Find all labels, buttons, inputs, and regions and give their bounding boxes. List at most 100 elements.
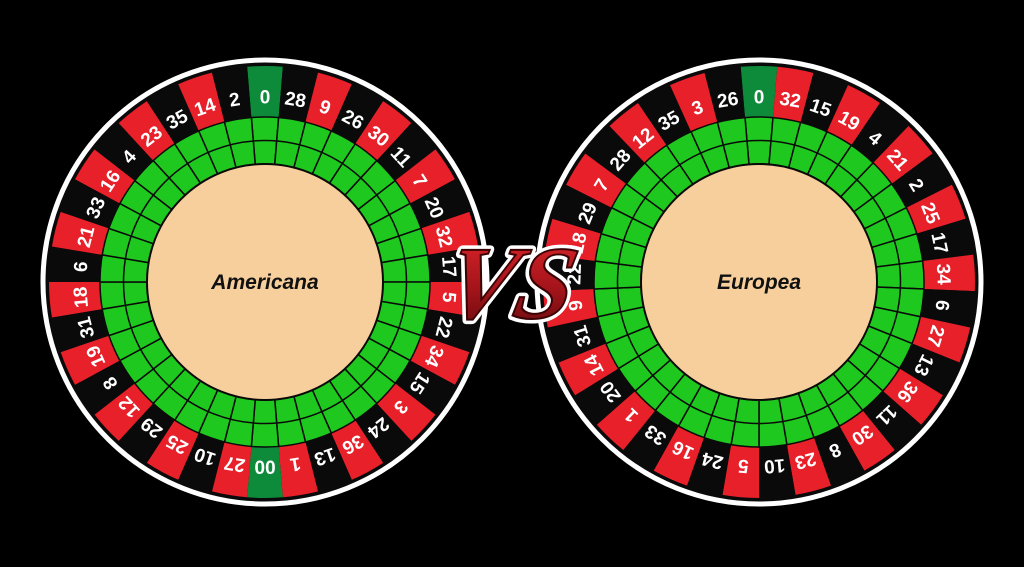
pocket-14	[178, 72, 225, 131]
pocket-9	[305, 72, 352, 131]
pocket-number-18: 18	[70, 286, 93, 309]
pocket-1	[596, 391, 656, 451]
pocket-number-34: 34	[932, 263, 954, 285]
pocket-8	[813, 426, 865, 486]
pocket-19	[60, 335, 120, 385]
pocket-15	[395, 360, 455, 415]
pocket-23	[786, 437, 831, 495]
pocket-26	[331, 84, 384, 144]
pocket-1	[278, 441, 319, 498]
pocket-24	[355, 403, 412, 463]
pocket-number-32: 32	[778, 89, 802, 113]
pocket-10	[178, 433, 225, 492]
pocket-number-22: 22	[431, 314, 457, 340]
pocket-17	[916, 218, 974, 262]
pocket-9	[543, 289, 598, 328]
track-ring-divider	[616, 139, 902, 425]
pocket-34	[410, 335, 470, 385]
pocket-31	[547, 316, 606, 363]
vs-label: VS	[436, 225, 588, 341]
pocket-35	[638, 85, 692, 146]
pocket-11	[376, 123, 436, 181]
pocket-25	[906, 184, 966, 234]
pocket-number-0: 0	[260, 88, 271, 109]
pocket-12	[609, 103, 667, 163]
pocket-26	[704, 66, 746, 123]
pocket-number-22: 22	[564, 263, 586, 285]
pocket-25	[146, 420, 199, 480]
pocket-32	[421, 211, 479, 255]
pocket-33	[60, 179, 120, 229]
pocket-number-6: 6	[930, 299, 952, 312]
pocket-number-27: 27	[223, 451, 247, 475]
wheel-title-americana: Americana	[210, 271, 319, 294]
pocket-15	[800, 72, 848, 132]
pocket-16	[653, 426, 705, 486]
pocket-32	[772, 66, 814, 123]
pocket-number-10: 10	[763, 454, 786, 477]
pocket-29	[552, 184, 612, 234]
pocket-27	[912, 316, 971, 363]
pocket-6	[49, 246, 103, 282]
pocket-36	[882, 368, 943, 425]
pocket-23	[118, 101, 175, 161]
pocket-28	[585, 126, 645, 184]
wheel-center	[640, 163, 878, 401]
pocket-number-23: 23	[792, 447, 818, 473]
number-pockets: 0 28 9 263011720321752234153243613100271025…	[49, 66, 481, 498]
wheel-title-europea: Europea	[717, 271, 801, 294]
pocket-number-26: 26	[716, 89, 740, 113]
pocket-0	[247, 66, 283, 118]
pocket-0	[740, 66, 778, 118]
pocket-19	[826, 85, 880, 146]
green-track	[99, 116, 431, 448]
pocket-21	[873, 126, 933, 184]
pocket-7	[566, 153, 627, 208]
pocket-7	[395, 149, 455, 204]
pocket-24	[687, 437, 732, 495]
european-roulette-wheel: 0 32 15 19421225173462713361130823105241633…	[534, 57, 984, 507]
pocket-20	[575, 368, 636, 425]
pocket-8	[75, 360, 135, 415]
pocket-4	[94, 123, 154, 181]
pocket-number-9: 9	[565, 299, 587, 312]
pocket-6	[920, 289, 975, 328]
pocket-2	[891, 153, 952, 208]
pocket-21	[51, 211, 109, 255]
vs-logo: VS VS	[431, 221, 592, 346]
pocket-28	[278, 66, 319, 123]
pocket-number-28: 28	[283, 88, 307, 112]
pocket-29	[118, 403, 175, 463]
pocket-14	[558, 343, 619, 396]
pocket-number-32: 32	[431, 224, 457, 250]
pocket-number-2: 2	[228, 89, 242, 111]
pocket-36	[331, 420, 384, 480]
track-ring-divider	[122, 139, 408, 425]
vs-label-outline: VS	[436, 225, 588, 341]
pocket-18	[49, 282, 103, 318]
pocket-10	[759, 444, 796, 498]
pocket-number-0: 0	[754, 88, 765, 109]
wheel-center	[146, 163, 384, 401]
pocket-5	[427, 282, 481, 318]
pocket-4	[851, 103, 909, 163]
pocket-27	[211, 441, 252, 498]
pocket-3	[376, 383, 436, 441]
pocket-number-5: 5	[737, 454, 750, 476]
pocket-number-6: 6	[71, 261, 93, 273]
pocket-17	[427, 246, 481, 282]
pocket-number-00: 00	[254, 456, 275, 477]
pocket-number-5: 5	[437, 291, 459, 304]
pocket-35	[146, 84, 199, 144]
pocket-13	[305, 433, 352, 492]
pocket-22	[543, 254, 596, 292]
pocket-13	[899, 343, 960, 396]
pocket-34	[922, 254, 975, 292]
pocket-11	[862, 391, 922, 451]
pocket-16	[75, 149, 135, 204]
pocket-20	[410, 179, 470, 229]
pocket-22	[421, 309, 479, 353]
pocket-00	[247, 446, 283, 498]
pocket-number-17: 17	[926, 231, 951, 256]
pocket-number-18: 18	[567, 231, 592, 256]
